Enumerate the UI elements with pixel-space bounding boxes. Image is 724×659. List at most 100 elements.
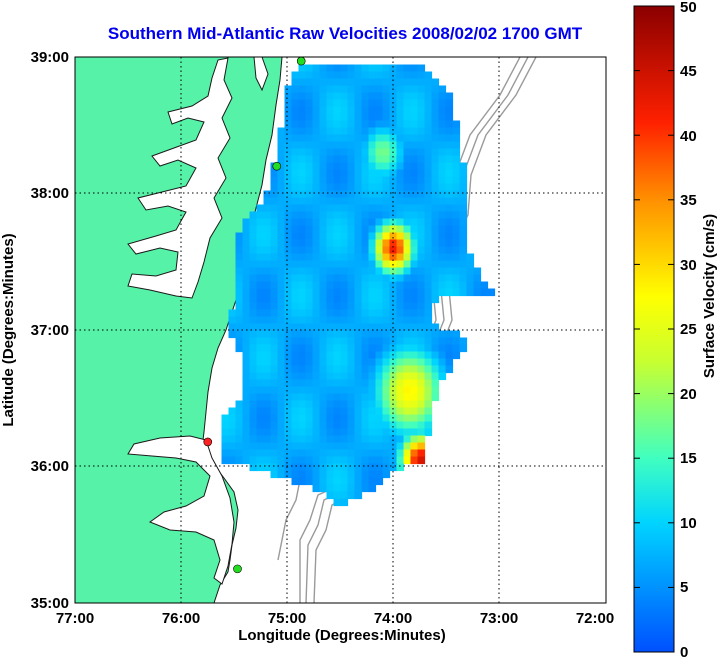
velocity-cell — [249, 232, 258, 241]
velocity-cell — [431, 246, 440, 255]
velocity-cell — [361, 344, 370, 353]
velocity-cell — [389, 246, 398, 255]
velocity-cell — [270, 197, 279, 206]
velocity-cell — [319, 169, 328, 178]
velocity-cell — [410, 197, 419, 206]
velocity-cell — [312, 358, 321, 367]
velocity-cell — [298, 211, 307, 220]
velocity-cell — [340, 127, 349, 136]
velocity-cell — [298, 456, 307, 465]
velocity-cell — [291, 176, 300, 185]
velocity-cell — [375, 239, 384, 248]
velocity-cell — [382, 162, 391, 171]
velocity-cell — [326, 281, 335, 290]
colorbar-tick-label: 20 — [680, 386, 697, 403]
y-tick-label: 37:00 — [31, 322, 69, 339]
velocity-cell — [319, 309, 328, 318]
velocity-cell — [382, 253, 391, 262]
velocity-cell — [319, 120, 328, 129]
velocity-cell — [410, 253, 419, 262]
colorbar-tick-label: 40 — [680, 128, 697, 145]
velocity-cell — [438, 246, 447, 255]
velocity-cell — [354, 491, 363, 500]
velocity-cell — [305, 155, 314, 164]
velocity-cell — [417, 225, 426, 234]
velocity-cell — [452, 225, 461, 234]
velocity-cell — [375, 435, 384, 444]
velocity-cell — [396, 253, 405, 262]
velocity-cell — [319, 344, 328, 353]
velocity-cell — [249, 225, 258, 234]
velocity-cell — [340, 372, 349, 381]
velocity-cell — [438, 218, 447, 227]
velocity-cell — [403, 330, 412, 339]
velocity-cell — [403, 190, 412, 199]
velocity-cell — [221, 414, 230, 423]
velocity-cell — [431, 281, 440, 290]
velocity-cell — [389, 169, 398, 178]
velocity-cell — [249, 351, 258, 360]
velocity-cell — [375, 134, 384, 143]
velocity-cell — [333, 260, 342, 269]
y-tick-label: 39:00 — [31, 49, 69, 66]
velocity-cell — [270, 449, 279, 458]
velocity-cell — [347, 169, 356, 178]
velocity-cell — [291, 288, 300, 297]
velocity-cell — [417, 456, 426, 465]
velocity-cell — [277, 183, 286, 192]
velocity-cell — [403, 113, 412, 122]
velocity-cell — [410, 78, 419, 87]
velocity-cell — [319, 92, 328, 101]
velocity-cell — [396, 176, 405, 185]
velocity-cell — [368, 288, 377, 297]
velocity-cell — [249, 379, 258, 388]
velocity-cell — [375, 288, 384, 297]
velocity-cell — [410, 379, 419, 388]
velocity-cell — [431, 239, 440, 248]
velocity-cell — [249, 260, 258, 269]
velocity-cell — [291, 211, 300, 220]
velocity-cell — [368, 85, 377, 94]
velocity-cell — [417, 351, 426, 360]
velocity-cell — [452, 218, 461, 227]
velocity-cell — [284, 428, 293, 437]
velocity-cell — [382, 155, 391, 164]
velocity-cell — [256, 414, 265, 423]
velocity-cell — [256, 253, 265, 262]
velocity-cell — [319, 463, 328, 472]
velocity-cell — [424, 393, 433, 402]
velocity-cell — [410, 421, 419, 430]
velocity-cell — [319, 246, 328, 255]
velocity-cell — [431, 183, 440, 192]
y-tick-label: 36:00 — [31, 458, 69, 475]
velocity-cell — [319, 407, 328, 416]
velocity-cell — [445, 155, 454, 164]
velocity-cell — [368, 295, 377, 304]
velocity-cell — [396, 106, 405, 115]
velocity-cell — [354, 449, 363, 458]
velocity-cell — [305, 463, 314, 472]
velocity-cell — [361, 113, 370, 122]
velocity-cell — [319, 148, 328, 157]
velocity-cell — [242, 239, 251, 248]
velocity-cell — [375, 379, 384, 388]
colorbar-tick-label: 25 — [680, 321, 697, 338]
velocity-cell — [410, 267, 419, 276]
velocity-cell — [417, 309, 426, 318]
velocity-cell — [312, 169, 321, 178]
velocity-cell — [312, 218, 321, 227]
velocity-cell — [361, 239, 370, 248]
velocity-cell — [382, 323, 391, 332]
velocity-cell — [403, 400, 412, 409]
velocity-cell — [368, 246, 377, 255]
velocity-cell — [242, 365, 251, 374]
velocity-cell — [361, 260, 370, 269]
velocity-cell — [403, 78, 412, 87]
velocity-cell — [305, 421, 314, 430]
velocity-cell — [410, 337, 419, 346]
velocity-cell — [382, 176, 391, 185]
velocity-cell — [312, 274, 321, 283]
velocity-cell — [424, 337, 433, 346]
velocity-cell — [270, 267, 279, 276]
velocity-cell — [235, 288, 244, 297]
